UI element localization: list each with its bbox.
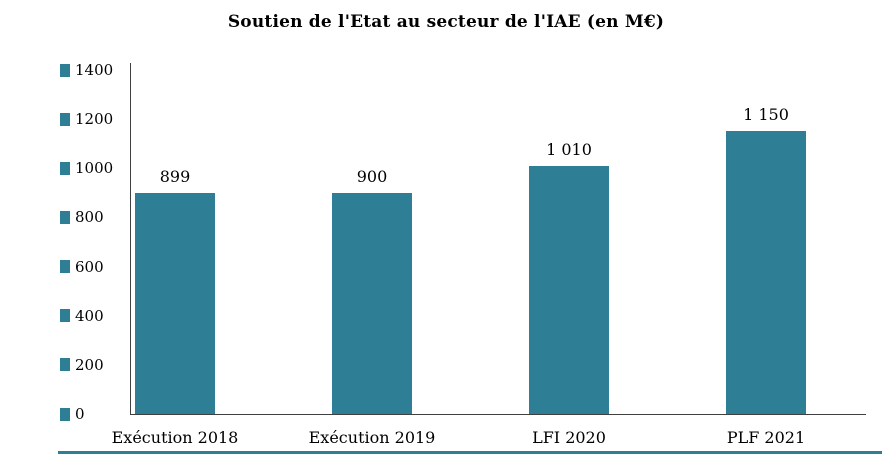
chart-title: Soutien de l'Etat au secteur de l'IAE (e…: [227, 12, 665, 32]
bar: [332, 192, 412, 414]
y-axis-tick-label: 200: [75, 355, 104, 374]
category-label: Exécution 2018: [111, 428, 239, 447]
y-axis-tick-label: 400: [75, 306, 104, 325]
category-label: LFI 2020: [532, 428, 606, 447]
y-axis-tick-label: 800: [75, 208, 104, 227]
y-axis-tick-label: 1200: [75, 110, 114, 129]
bar-value-label: 899: [159, 167, 191, 187]
bar: [726, 131, 806, 414]
y-axis-tick-label: 0: [75, 405, 85, 423]
y-axis-tick-mark: [60, 309, 70, 323]
y-axis-tick-mark: [60, 63, 70, 77]
bar-value-label: 1 010: [546, 139, 592, 159]
bar-value-label: 900: [356, 166, 388, 186]
y-axis-tick-mark: [60, 358, 70, 372]
y-axis-line: [130, 63, 131, 414]
y-axis-tick-mark: [60, 260, 70, 274]
y-axis-tick-mark: [60, 210, 70, 224]
y-axis-tick-mark: [60, 161, 70, 175]
chart-bottom-border: [58, 451, 882, 454]
y-axis-tick-label: 1400: [75, 61, 114, 79]
category-label: PLF 2021: [726, 428, 806, 447]
bar: [529, 165, 609, 414]
y-axis-tick-mark: [60, 407, 70, 421]
bar: [135, 193, 215, 414]
y-axis-tick-label: 1000: [75, 159, 114, 178]
bar-value-label: 1 150: [743, 105, 789, 125]
y-axis-tick-mark: [60, 112, 70, 126]
x-axis-line: [130, 414, 866, 415]
y-axis-tick-label: 600: [75, 257, 104, 276]
category-label: Exécution 2019: [308, 428, 436, 447]
